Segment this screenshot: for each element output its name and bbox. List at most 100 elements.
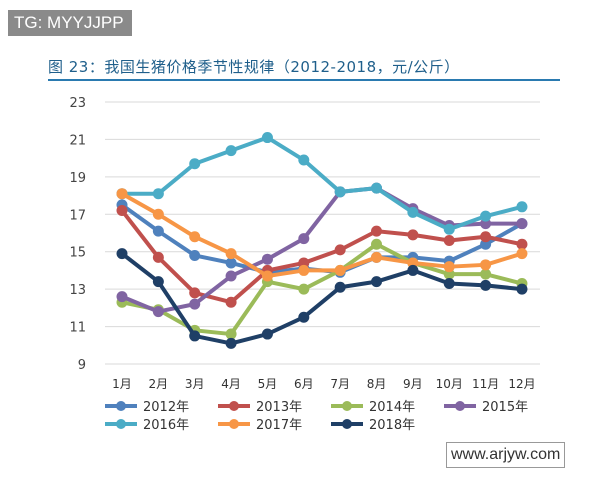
series-2013年 xyxy=(116,205,528,308)
data-point xyxy=(225,270,237,282)
x-tick-label: 12月 xyxy=(508,377,535,391)
y-tick-label: 9 xyxy=(78,358,86,373)
data-point xyxy=(189,298,201,310)
x-tick-label: 1月 xyxy=(112,377,132,391)
series-2017年 xyxy=(116,188,528,282)
data-point xyxy=(443,223,455,235)
data-point xyxy=(480,210,492,222)
legend-marker xyxy=(116,419,126,429)
legend-marker xyxy=(229,401,239,411)
data-point xyxy=(189,249,201,261)
data-point xyxy=(407,206,419,218)
data-point xyxy=(116,248,128,260)
x-tick-label: 5月 xyxy=(258,377,278,391)
legend-label: 2012年 xyxy=(143,400,189,415)
data-point xyxy=(480,231,492,243)
x-tick-label: 4月 xyxy=(221,377,241,391)
legend-marker xyxy=(455,401,465,411)
data-point xyxy=(152,225,164,237)
y-tick-label: 23 xyxy=(69,96,86,111)
chart-title: 图 23：我国生猪价格季节性规律（2012-2018，元/公斤） xyxy=(48,58,460,76)
series-2015年 xyxy=(116,182,528,318)
data-point xyxy=(480,279,492,291)
data-point xyxy=(225,337,237,349)
x-tick-label: 11月 xyxy=(472,377,499,391)
data-point xyxy=(298,311,310,323)
data-point xyxy=(225,328,237,340)
series-line xyxy=(121,191,523,279)
series-line xyxy=(120,209,523,305)
data-point xyxy=(516,201,528,213)
x-tick-label: 2月 xyxy=(149,377,169,391)
legend-marker xyxy=(116,401,126,411)
legend-item: 2012年 xyxy=(105,400,189,415)
data-point xyxy=(516,218,528,230)
x-tick-label: 6月 xyxy=(294,377,314,391)
data-point xyxy=(371,182,383,194)
data-point xyxy=(443,261,455,273)
data-point xyxy=(116,291,128,303)
data-point xyxy=(152,188,164,200)
data-point xyxy=(225,257,237,269)
legend-label: 2013年 xyxy=(256,400,302,415)
data-point xyxy=(480,268,492,280)
data-point xyxy=(371,276,383,288)
legend-item: 2016年 xyxy=(105,418,189,433)
legend-item: 2018年 xyxy=(331,418,415,433)
data-point xyxy=(516,283,528,295)
series-line xyxy=(122,135,523,232)
site-watermark: www.arjyw.com xyxy=(446,442,566,468)
data-point xyxy=(298,264,310,276)
data-point xyxy=(480,259,492,271)
x-tick-label: 10月 xyxy=(436,377,463,391)
series-line xyxy=(121,186,522,314)
x-tick-label: 8月 xyxy=(367,377,387,391)
data-point xyxy=(298,233,310,245)
legend-item: 2013年 xyxy=(218,400,302,415)
y-tick-label: 21 xyxy=(69,133,86,148)
legend-marker xyxy=(342,419,352,429)
series-2016年 xyxy=(116,132,528,235)
data-point xyxy=(116,188,128,200)
legend-item: 2015年 xyxy=(444,400,528,415)
data-point xyxy=(152,306,164,318)
data-point xyxy=(152,208,164,220)
data-point xyxy=(443,278,455,290)
data-point xyxy=(298,154,310,166)
data-point xyxy=(116,205,128,217)
data-point xyxy=(516,248,528,260)
data-point xyxy=(152,251,164,263)
y-tick-label: 13 xyxy=(69,283,86,298)
legend-item: 2017年 xyxy=(218,418,302,433)
data-point xyxy=(334,186,346,198)
data-point xyxy=(225,248,237,260)
x-tick-label: 3月 xyxy=(185,377,205,391)
data-point xyxy=(261,270,273,282)
data-point xyxy=(443,234,455,246)
x-tick-label: 9月 xyxy=(403,377,423,391)
legend-item: 2014年 xyxy=(331,400,415,415)
watermark: TG: MYYJJPP xyxy=(8,10,132,36)
legend-label: 2015年 xyxy=(482,400,528,415)
data-point xyxy=(371,251,383,263)
legend-label: 2014年 xyxy=(369,400,415,415)
data-point xyxy=(334,264,346,276)
data-point xyxy=(407,264,419,276)
data-point xyxy=(261,328,273,340)
data-point xyxy=(516,238,528,250)
y-tick-label: 11 xyxy=(69,321,86,336)
y-tick-label: 19 xyxy=(69,171,86,186)
x-tick-label: 7月 xyxy=(330,377,350,391)
data-point xyxy=(189,158,201,170)
data-point xyxy=(298,283,310,295)
data-point xyxy=(225,296,237,308)
data-point xyxy=(407,229,419,241)
data-point xyxy=(334,281,346,293)
title-divider xyxy=(48,79,560,81)
data-point xyxy=(152,276,164,288)
data-point xyxy=(225,145,237,157)
data-point xyxy=(371,238,383,250)
series-2018年 xyxy=(116,248,528,349)
y-tick-label: 15 xyxy=(69,246,86,261)
